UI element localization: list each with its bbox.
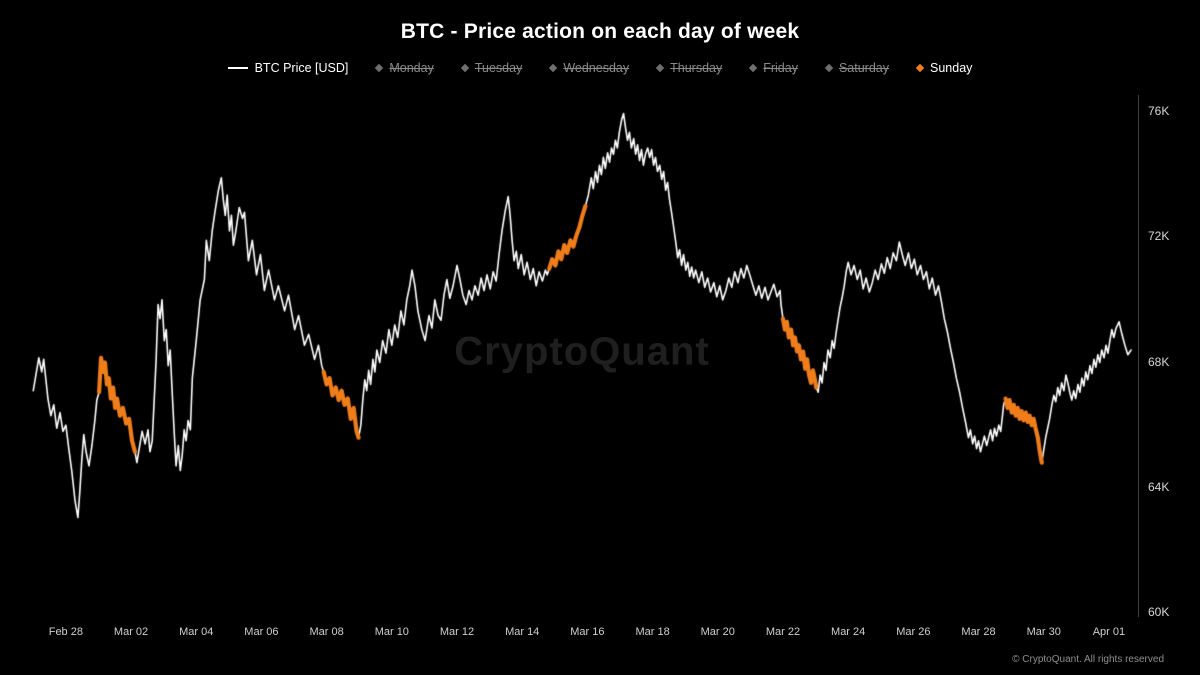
x-tick-label: Mar 20 bbox=[700, 626, 735, 638]
copyright-note: © CryptoQuant. All rights reserved bbox=[1012, 654, 1164, 665]
x-tick-label: Mar 26 bbox=[896, 626, 931, 638]
x-tick-label: Apr 01 bbox=[1092, 626, 1126, 638]
x-tick-label: Mar 28 bbox=[961, 626, 996, 638]
x-axis: Feb 28 Mar 02 Mar 04 Mar 06 Mar 08 Mar 10 Mar … bbox=[0, 626, 1200, 642]
y-tick-label: 60K bbox=[1148, 605, 1170, 619]
y-tick-label: 68K bbox=[1148, 354, 1170, 369]
x-tick-label: Feb 28 bbox=[48, 626, 83, 638]
x-tick-label: Mar 04 bbox=[179, 626, 214, 638]
y-tick-label: 64K bbox=[1148, 479, 1170, 494]
x-tick-label: Mar 18 bbox=[635, 626, 670, 638]
x-tick-label: Mar 02 bbox=[113, 626, 149, 638]
x-tick-label: Mar 10 bbox=[374, 626, 409, 638]
y-tick-label: 72K bbox=[1148, 229, 1170, 244]
x-tick-label: Mar 24 bbox=[831, 626, 866, 638]
x-tick-label: Mar 12 bbox=[439, 626, 475, 638]
x-tick-label: Mar 22 bbox=[765, 626, 801, 638]
x-tick-label: Mar 06 bbox=[244, 626, 279, 638]
x-tick-label: Mar 08 bbox=[309, 626, 344, 638]
y-axis: 76K 72K 68K 64K 60K bbox=[1148, 0, 1198, 675]
x-tick-label: Mar 14 bbox=[505, 626, 540, 638]
y-tick-label: 76K bbox=[1148, 104, 1170, 118]
x-tick-label: Mar 30 bbox=[1026, 626, 1061, 638]
x-tick-label: Mar 16 bbox=[570, 626, 605, 638]
